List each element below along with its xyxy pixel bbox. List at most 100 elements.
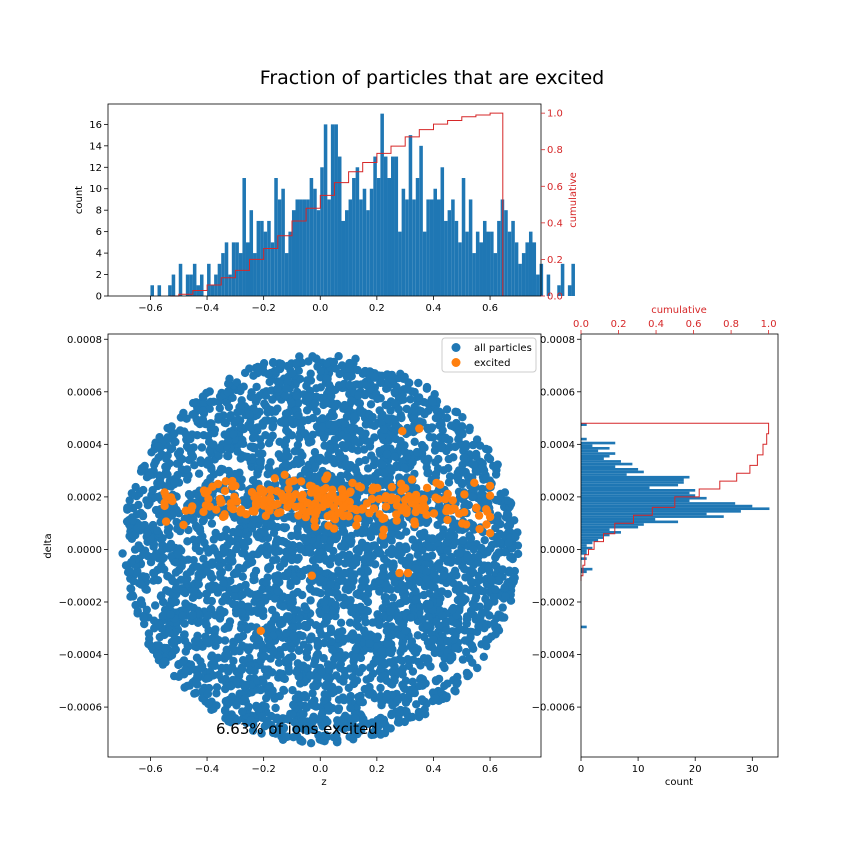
all-particles-point — [302, 406, 312, 415]
excited-point — [294, 511, 303, 520]
all-particles-point — [429, 635, 438, 644]
main-x-tick-label: 0.0 — [312, 764, 328, 775]
right-x-ticks: 0 10 20 30 — [578, 757, 759, 775]
all-particles-point — [362, 552, 372, 562]
all-particles-point — [237, 383, 246, 392]
all-particles-point — [288, 546, 298, 556]
all-particles-point — [208, 573, 217, 582]
all-particles-point — [145, 471, 154, 480]
excited-point — [160, 488, 169, 497]
all-particles-point — [376, 549, 385, 558]
all-particles-point — [388, 700, 397, 710]
all-particles-point — [263, 470, 272, 479]
top-histogram-bar — [238, 253, 243, 296]
all-particles-point — [305, 635, 314, 644]
all-particles-point — [227, 692, 237, 701]
all-particles-point — [302, 381, 311, 391]
all-particles-point — [223, 436, 233, 445]
right-histogram-bar — [581, 496, 707, 500]
right-histogram-bar — [581, 546, 593, 550]
excited-point — [213, 479, 223, 489]
all-particles-point — [513, 549, 523, 559]
all-particles-point — [187, 453, 196, 462]
all-particles-point — [349, 412, 358, 421]
top-histogram-bar — [468, 199, 473, 296]
all-particles-point — [237, 439, 246, 448]
all-particles-point — [355, 399, 365, 408]
all-particles-point — [161, 462, 170, 471]
main-x-tick-label: −0.2 — [252, 764, 276, 775]
all-particles-point — [227, 663, 237, 672]
all-particles-point — [453, 556, 462, 565]
all-particles-point — [202, 589, 211, 599]
top-histogram-bar — [302, 199, 307, 296]
excited-point — [285, 478, 294, 487]
top-histogram-bar — [235, 242, 239, 296]
excited-point — [266, 485, 275, 495]
excited-point — [482, 520, 491, 529]
all-particles-point — [412, 700, 421, 709]
top-histogram-bar — [288, 231, 292, 296]
top-x-tick-label: 0.0 — [312, 303, 328, 314]
right-histogram-bar — [581, 541, 593, 545]
all-particles-point — [348, 444, 357, 453]
excited-point — [398, 427, 407, 436]
all-particles-point — [264, 463, 273, 472]
excited-point — [324, 521, 333, 530]
all-particles-point — [354, 391, 363, 400]
right-histogram-bar — [581, 625, 587, 629]
all-particles-point — [158, 611, 167, 621]
excited-point — [220, 510, 229, 519]
top-histogram-bar — [525, 242, 529, 296]
all-particles-point — [376, 683, 385, 693]
all-particles-point — [422, 384, 432, 393]
all-particles-point — [128, 516, 138, 525]
all-particles-point — [208, 560, 217, 569]
all-particles-point — [232, 701, 241, 710]
top-histogram-bar — [472, 253, 476, 296]
top-x-ticks: −0.6 −0.4 −0.2 0.0 0.2 0.4 0.6 — [138, 296, 498, 314]
all-particles-point — [346, 691, 355, 701]
excited-point — [297, 494, 306, 503]
excited-point — [291, 490, 300, 499]
excited-point — [228, 482, 237, 491]
all-particles-point — [341, 634, 350, 644]
all-particles-point — [338, 576, 347, 585]
all-particles-point — [443, 546, 452, 556]
all-particles-point — [295, 614, 304, 623]
all-particles-point — [245, 410, 254, 419]
right-histogram-bar — [581, 473, 627, 476]
all-particles-point — [467, 641, 477, 650]
all-particles-point — [261, 391, 271, 400]
excited-point — [482, 505, 491, 514]
all-particles-point — [287, 555, 296, 565]
all-particles-point — [224, 651, 233, 660]
all-particles-point — [377, 432, 387, 441]
all-particles-point — [280, 674, 289, 684]
all-particles-point — [179, 408, 188, 418]
all-particles-point — [482, 635, 491, 644]
all-particles-point — [126, 522, 135, 531]
all-particles-point — [137, 521, 146, 530]
top-y-tick-label: 14 — [89, 141, 102, 152]
all-particles-point — [283, 568, 292, 577]
top-histogram-bar — [267, 220, 271, 296]
all-particles-point — [204, 432, 213, 441]
all-particles-point — [469, 600, 478, 610]
all-particles-point — [220, 636, 230, 645]
all-particles-point — [195, 535, 204, 544]
top-histogram-bar — [475, 231, 480, 296]
top-histogram-bar — [334, 124, 338, 296]
right-histogram-bar — [581, 504, 753, 508]
all-particles-point — [230, 592, 239, 601]
all-particles-point — [431, 458, 440, 467]
top-histogram-bar — [398, 231, 402, 296]
right-histogram-bar — [581, 452, 616, 455]
top-histogram-bar — [394, 156, 399, 296]
all-particles-point — [243, 624, 252, 633]
all-particles-point — [415, 681, 424, 691]
top-histogram-bar — [422, 231, 427, 296]
all-particles-point — [362, 474, 371, 483]
all-particles-point — [384, 632, 393, 641]
right-y-tick-label: 0.0002 — [540, 492, 575, 503]
